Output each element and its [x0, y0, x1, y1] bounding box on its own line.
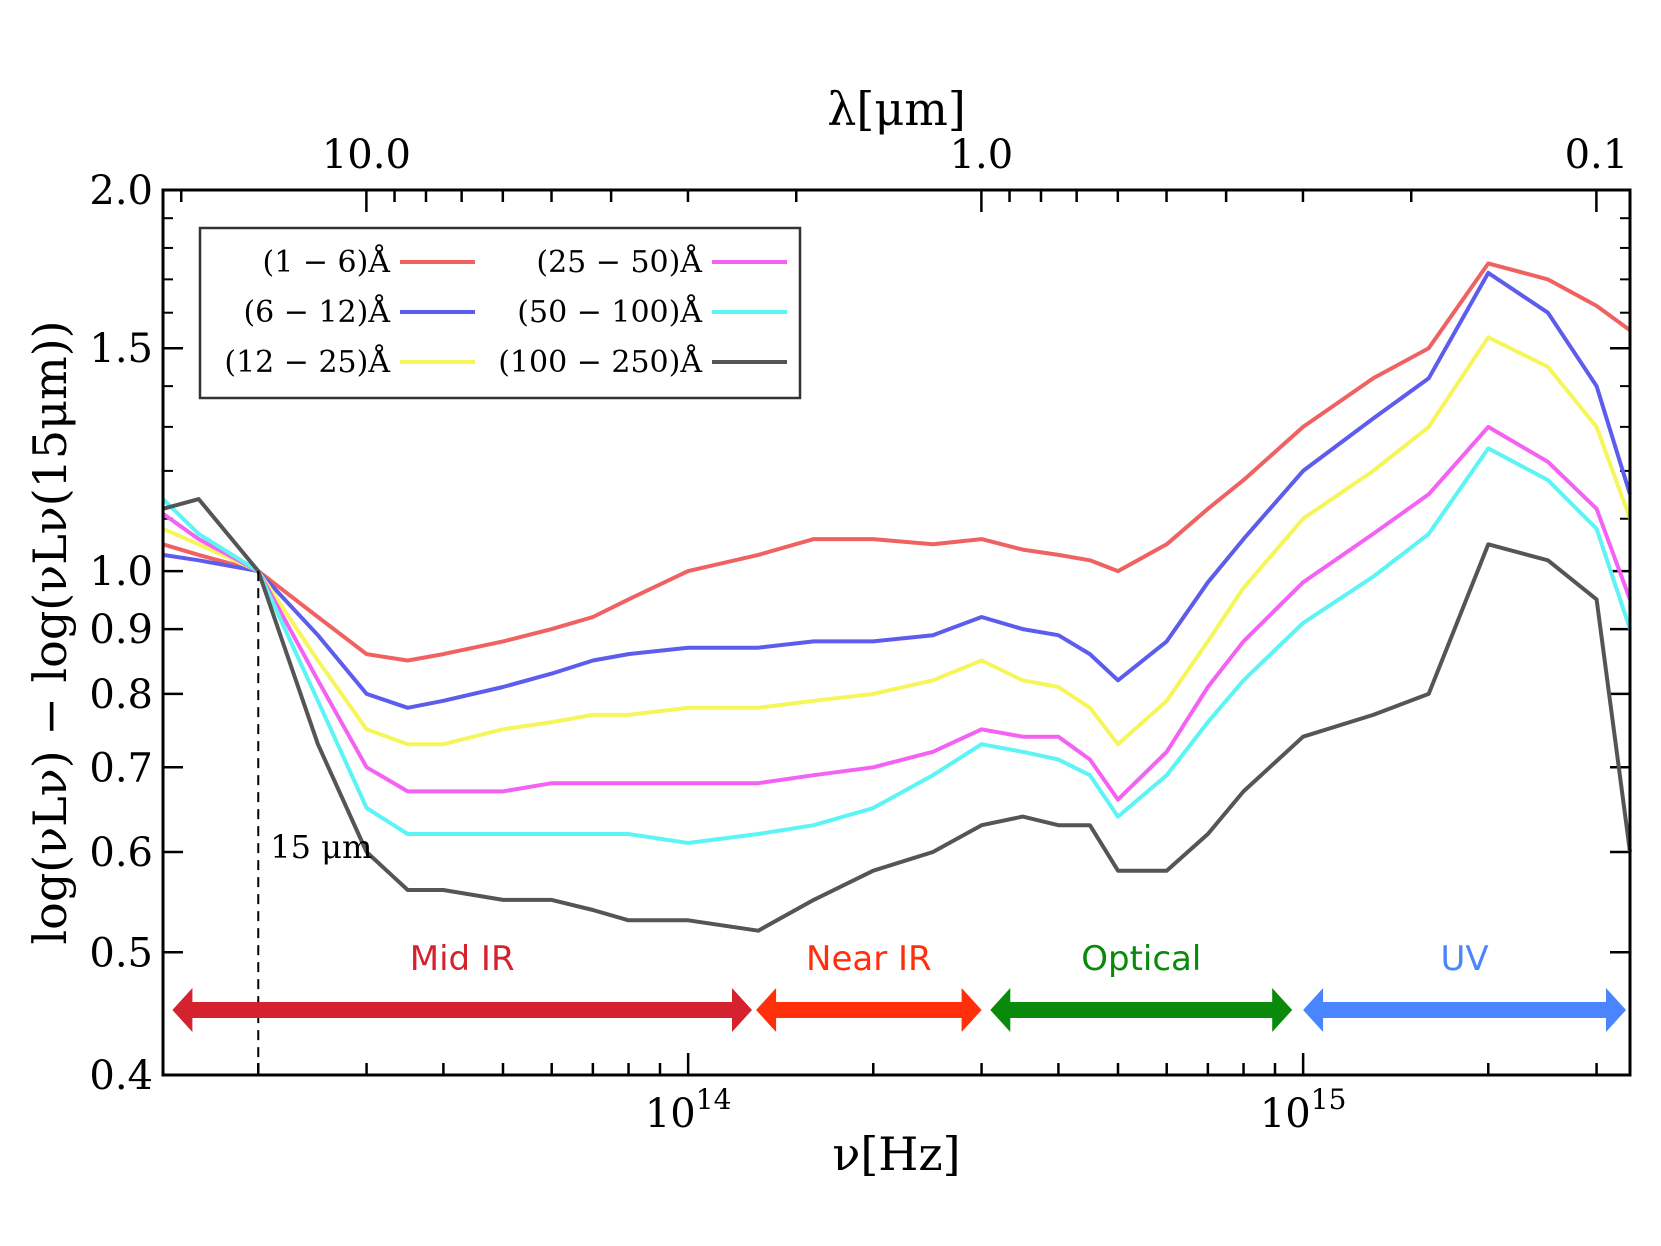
series-line-4 — [161, 446, 1632, 845]
legend-label-5: (100 − 250)Å — [498, 344, 702, 380]
band-label-2: Optical — [1081, 939, 1201, 979]
x2-tick-label: 0.1 — [1565, 132, 1629, 178]
series-line-2 — [162, 335, 1632, 747]
annotation-layer: 15 μm — [257, 571, 372, 1075]
x-tick-label: 1015 — [1260, 1083, 1347, 1137]
band-arrow-1 — [756, 988, 982, 1032]
plot-frame — [161, 188, 1632, 1077]
series-line-3 — [161, 424, 1632, 802]
y-axis-title: log(νLν) − log(νLν(15μm)) — [23, 320, 77, 944]
legend-label-1: (6 − 12)Å — [243, 294, 390, 330]
y-tick-label: 0.7 — [89, 745, 153, 791]
series-line-1 — [162, 270, 1632, 710]
y-tick-label: 0.9 — [89, 607, 153, 653]
axis-ticks — [163, 188, 1630, 1077]
legend-label-4: (50 − 100)Å — [517, 294, 702, 330]
tick-labels: 1014 1015 10.0 1.0 0.1 0.4 0.5 0.6 0.7 0.8 0.9 1.0 1… — [89, 132, 1628, 1137]
legend-box — [198, 226, 802, 400]
legend-label-3: (25 − 50)Å — [536, 244, 702, 280]
top-axis-title: λ[μm] — [827, 82, 966, 136]
vline-label: 15 μm — [270, 828, 372, 866]
band-layer: Mid IR Near IR Optical UV — [172, 939, 1626, 1032]
y-tick-label: 1.5 — [89, 326, 153, 372]
band-arrow-0 — [172, 988, 752, 1032]
band-label-0: Mid IR — [410, 939, 515, 979]
y-tick-label: 2.0 — [89, 168, 153, 214]
band-arrow-2 — [990, 988, 1293, 1032]
x2-tick-label: 10.0 — [322, 132, 411, 178]
legend: (1 − 6)Å (6 − 12)Å (12 − 25)Å (25 − 50)Å (50… — [198, 226, 802, 400]
x2-tick-label: 1.0 — [950, 132, 1014, 178]
y-tick-label: 0.6 — [89, 830, 153, 876]
y-tick-label: 0.8 — [89, 672, 153, 718]
y-tick-label: 1.0 — [89, 549, 153, 595]
band-label-3: UV — [1441, 939, 1489, 979]
y-tick-label: 0.5 — [89, 930, 153, 976]
legend-label-0: (1 − 6)Å — [263, 244, 391, 280]
x-axis-title: ν[Hz] — [832, 1127, 960, 1181]
x-tick-label: 1014 — [645, 1083, 732, 1137]
band-label-1: Near IR — [806, 939, 932, 979]
series-line-5 — [162, 497, 1632, 933]
band-arrow-3 — [1303, 988, 1626, 1032]
series-layer — [161, 261, 1632, 933]
series-line-0 — [162, 261, 1632, 663]
legend-label-2: (12 − 25)Å — [224, 344, 390, 380]
y-tick-label: 0.4 — [89, 1053, 153, 1099]
